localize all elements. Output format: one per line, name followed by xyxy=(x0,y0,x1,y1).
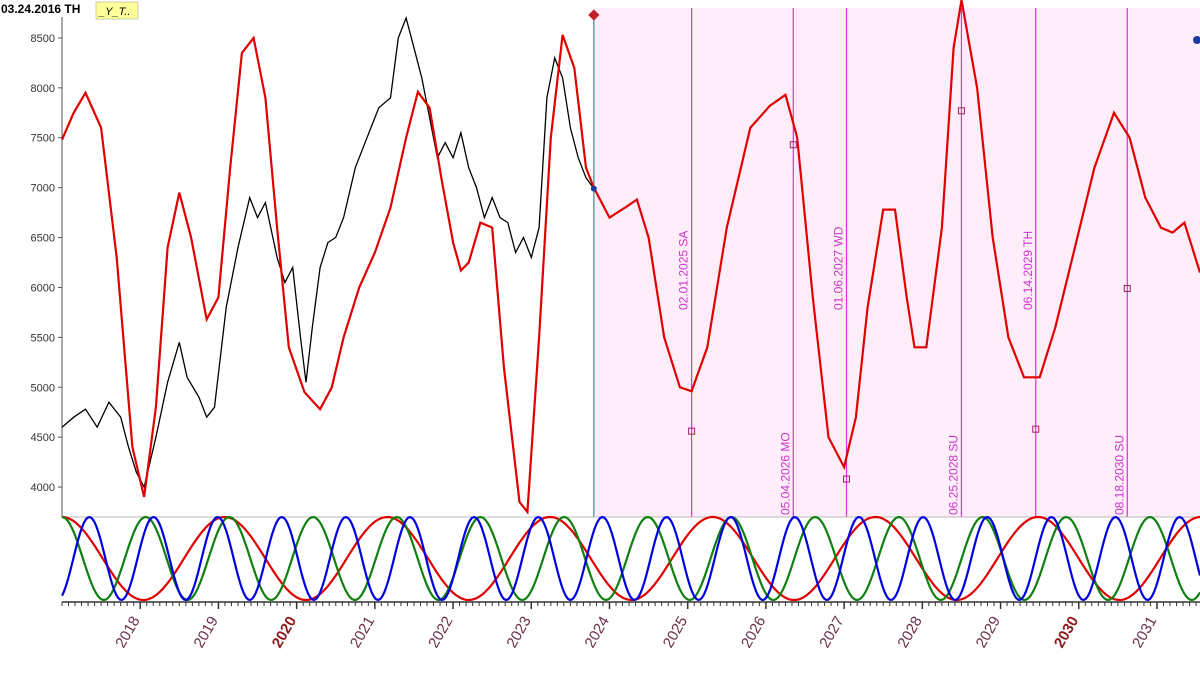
y-tick-label: 8500 xyxy=(31,33,55,45)
annotation-label: 05.04.2026 MO xyxy=(778,432,792,515)
last-price-dot xyxy=(590,185,597,192)
header-date-box xyxy=(0,0,96,17)
x-axis-minor-ticks xyxy=(61,602,1197,606)
x-tick-label: 2029 xyxy=(973,613,1004,650)
y-tick-label: 4000 xyxy=(31,482,55,494)
annotation-label: 08.18.2030 SU xyxy=(1112,435,1126,515)
x-tick-label: 2022 xyxy=(425,614,456,651)
annotation-marker xyxy=(1123,284,1131,292)
y-tick-label: 8000 xyxy=(31,83,55,95)
x-tick-label: 2018 xyxy=(112,614,143,651)
x-tick-label: 2031 xyxy=(1129,614,1160,651)
annotation-label: 02.01.2025 SA xyxy=(677,231,691,310)
x-axis-ticks: 2018 2019 2020 2021 2022 2023 2024 2025 2026 2027… xyxy=(112,602,1160,651)
annotation-marker xyxy=(1032,425,1040,433)
annotation-label: 01.06.2027 WD xyxy=(831,226,845,310)
cycle-wave-green xyxy=(61,515,1200,602)
y-tick-label: 4500 xyxy=(31,432,55,444)
annotation-marker xyxy=(789,141,797,149)
composite-cycle-line xyxy=(60,0,1200,515)
y-tick-label: 7000 xyxy=(31,183,55,195)
cycle-panel xyxy=(61,515,1200,602)
cycle-wave-red xyxy=(61,515,1200,602)
annotation-label: 06.25.2028 SU xyxy=(946,435,960,515)
annotation-label: 06.14.2029 TH xyxy=(1021,231,1035,310)
annotation-marker xyxy=(957,107,965,115)
cycle-wave-blue xyxy=(61,515,1200,602)
x-tick-label: 2024 xyxy=(582,614,613,651)
x-tick-label: 2021 xyxy=(347,614,378,651)
x-tick-label: 2030 xyxy=(1051,614,1082,651)
annotation-lines xyxy=(691,8,1128,517)
x-tick-label: 2027 xyxy=(816,614,847,651)
y-tick-label: 5500 xyxy=(31,332,55,344)
annotation-markers: 02.01.2025 SA 05.04.2026 MO 01.06.2027 WD 0… xyxy=(590,107,1131,515)
x-tick-label: 2028 xyxy=(894,614,925,651)
x-tick-label: 2019 xyxy=(190,614,221,651)
annotation-marker xyxy=(688,427,696,435)
x-tick-label: 2020 xyxy=(269,614,300,651)
y-axis-ticks: 4000 4500 5000 5500 6000 6500 7000 7500 8000 8500 xyxy=(31,33,62,494)
y-tick-label: 7500 xyxy=(31,133,55,145)
price-series-line xyxy=(61,15,595,489)
y-tick-label: 6000 xyxy=(31,282,55,294)
y-tick-label: 5000 xyxy=(31,382,55,394)
annotation-marker xyxy=(842,475,850,483)
x-tick-label: 2026 xyxy=(738,614,769,651)
header-tag-box[interactable] xyxy=(95,1,139,20)
header-tag: _Y_T.. xyxy=(98,6,130,18)
y-tick-label: 6500 xyxy=(31,233,55,245)
x-tick-label: 2023 xyxy=(503,614,534,651)
header-date: 03.24.2016 TH xyxy=(1,2,80,16)
edge-handle[interactable] xyxy=(1193,36,1200,44)
x-tick-label: 2025 xyxy=(660,614,691,651)
